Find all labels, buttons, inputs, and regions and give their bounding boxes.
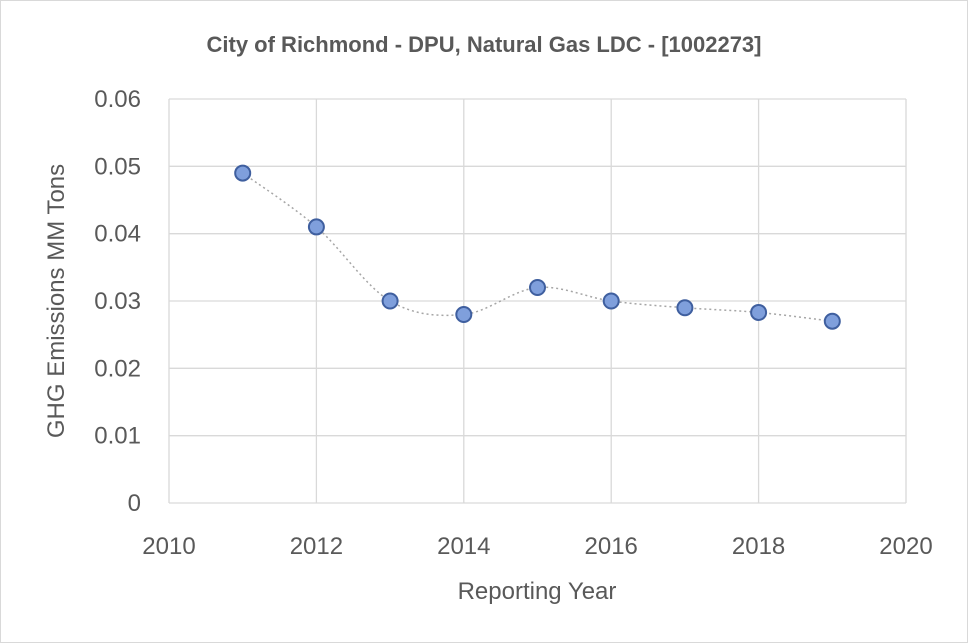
data-point <box>234 164 252 182</box>
x-tick-label: 2014 <box>437 533 490 560</box>
x-axis-title: Reporting Year <box>458 578 617 605</box>
y-tick-label: 0.06 <box>94 86 141 113</box>
chart-title: City of Richmond - DPU, Natural Gas LDC … <box>207 32 762 57</box>
y-tick-label: 0.03 <box>94 288 141 315</box>
y-tick-label: 0.02 <box>94 355 141 382</box>
y-tick-label: 0 <box>128 490 141 517</box>
data-points <box>234 164 841 330</box>
x-tick-label: 2010 <box>142 533 195 560</box>
x-tick-label: 2016 <box>585 533 638 560</box>
y-axis-title: GHG Emissions MM Tons <box>43 164 70 438</box>
x-tick-label: 2012 <box>290 533 343 560</box>
y-tick-label: 0.05 <box>94 153 141 180</box>
data-point <box>676 299 694 317</box>
x-tick-label: 2018 <box>732 533 785 560</box>
x-axis-ticks: 2010 2012 2014 2016 2018 2020 <box>142 533 932 560</box>
y-tick-label: 0.04 <box>94 221 141 248</box>
series-line <box>242 172 833 322</box>
data-point <box>307 218 325 236</box>
y-axis-ticks: 0 0.01 0.02 0.03 0.04 0.05 0.06 <box>94 86 141 517</box>
y-tick-label: 0.01 <box>94 423 141 450</box>
data-point <box>529 279 546 297</box>
data-point <box>823 312 841 330</box>
gridlines <box>168 98 907 504</box>
x-tick-label: 2020 <box>879 533 932 560</box>
data-point <box>381 292 399 310</box>
data-point <box>602 292 620 310</box>
data-point <box>750 303 768 321</box>
data-point <box>455 305 473 323</box>
